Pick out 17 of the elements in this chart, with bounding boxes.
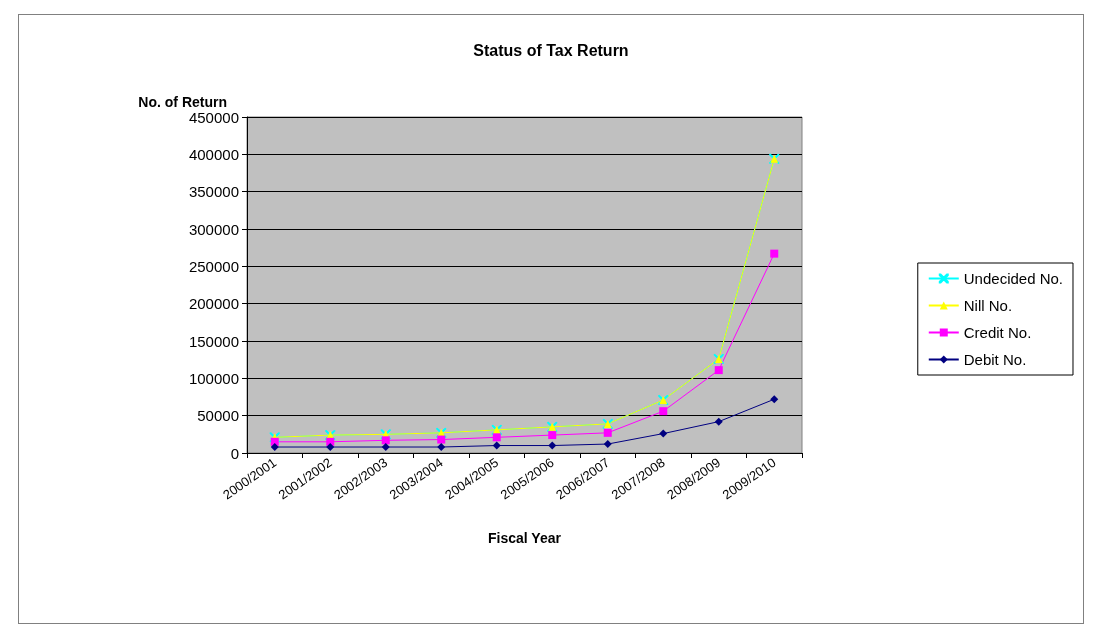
y-tick-label: 50000	[197, 407, 239, 425]
y-axis-title: No. of Return	[138, 94, 227, 110]
legend-label: Undecided No.	[963, 270, 1064, 287]
y-tick-label: 400000	[188, 145, 239, 163]
y-tick-label: 0	[230, 444, 239, 462]
y-tick-label: 100000	[188, 369, 239, 387]
y-tick-label: 450000	[188, 108, 239, 126]
legend-label: Credit No.	[963, 324, 1032, 341]
y-tick-label: 200000	[188, 295, 239, 313]
legend-label: Nill No.	[963, 297, 1013, 314]
chart-title: Status of Tax Return	[473, 41, 629, 59]
x-axis-title: Fiscal Year	[488, 530, 562, 546]
y-tick-label: 250000	[188, 257, 239, 275]
y-tick-label: 300000	[188, 220, 239, 238]
y-tick-label: 150000	[188, 332, 239, 350]
legend-label: Debit No.	[963, 351, 1027, 368]
y-tick-label: 350000	[188, 183, 239, 201]
